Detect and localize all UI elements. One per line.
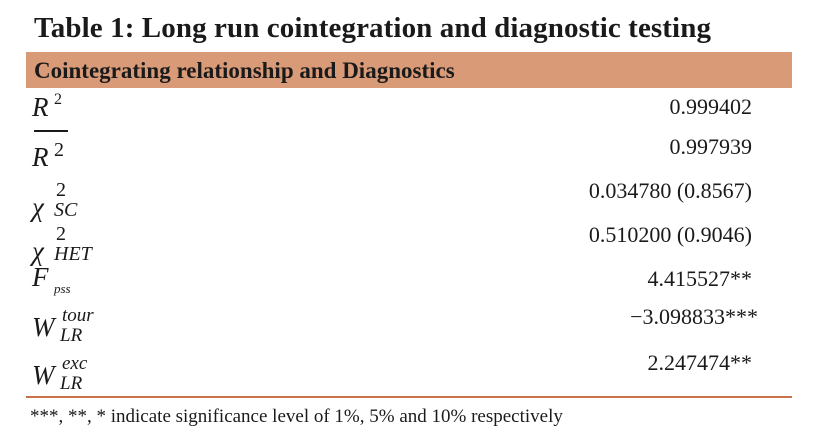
table-row: F pss 4.415527** — [26, 264, 792, 304]
table-row: W exc LR 2.247474** — [26, 350, 792, 396]
table-row: χ 2 SC 0.034780 (0.8567) — [26, 178, 792, 224]
row-label-w-lr-tour: W tour LR — [32, 305, 94, 346]
row-label-w-lr-exc: W exc LR — [32, 353, 88, 394]
row-label-r-squared: R 2 — [32, 91, 62, 122]
table-header-text: Cointegrating relationship and Diagnosti… — [34, 58, 455, 83]
row-label-f-pss: F pss — [32, 262, 71, 296]
table-row: χ 2 HET 0.510200 (0.9046) — [26, 222, 792, 268]
row-value-r-squared: 0.999402 — [669, 94, 753, 119]
row-label-chi-squared-sc: χ 2 SC — [32, 179, 78, 222]
row-value-chi-squared-het: 0.510200 (0.9046) — [588, 222, 752, 247]
table-title: Table 1: Long run cointegration and diag… — [34, 12, 712, 44]
row-label-chi-squared-het: χ 2 HET — [32, 223, 92, 266]
table-row: R 2 0.999402 — [26, 92, 792, 128]
row-value-adjusted-r-squared: 0.997939 — [669, 134, 753, 159]
table-bottom-rule — [26, 396, 792, 398]
table-footnote: ***, **, * indicate significance level o… — [30, 406, 563, 427]
row-value-w-lr-tour: −3.098833*** — [630, 304, 758, 329]
table-row: W tour LR −3.098833*** — [26, 304, 792, 350]
row-value-f-pss: 4.415527** — [647, 266, 753, 291]
row-value-w-lr-exc: 2.247474** — [647, 350, 753, 375]
table-header-bar: Cointegrating relationship and Diagnosti… — [26, 52, 792, 88]
row-value-chi-squared-sc: 0.034780 (0.8567) — [588, 178, 752, 203]
table-row: R 2 0.997939 — [26, 126, 792, 174]
row-label-adjusted-r-squared: R 2 — [32, 139, 64, 172]
overbar — [34, 130, 68, 132]
